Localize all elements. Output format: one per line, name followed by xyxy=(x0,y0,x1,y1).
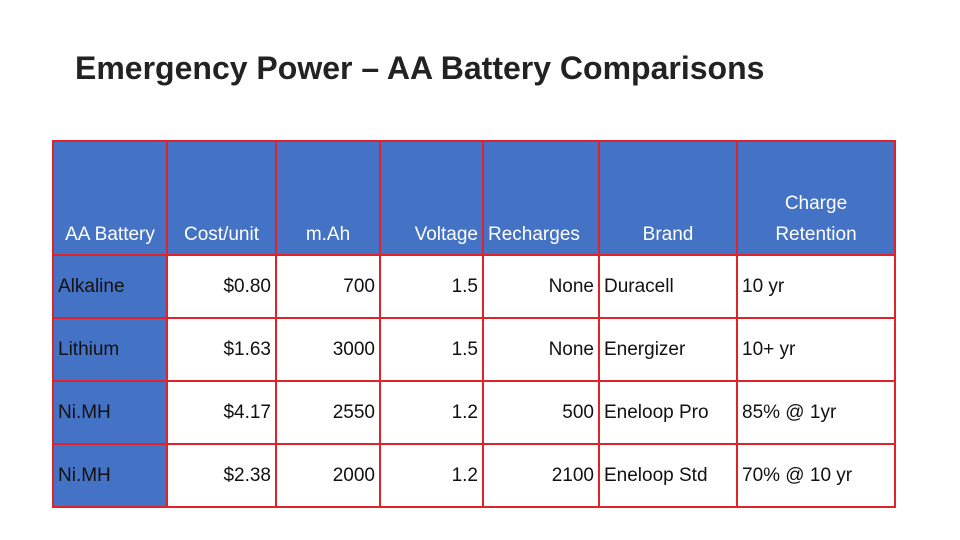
column-header-charge-retention: Charge Retention xyxy=(736,140,896,256)
column-header-mah: m.Ah xyxy=(275,140,381,256)
table-row: Ni.MH $4.17 2550 1.2 500 Eneloop Pro 85%… xyxy=(52,380,896,445)
cell-recharges: 500 xyxy=(482,380,600,445)
cell-recharges: None xyxy=(482,317,600,382)
cell-type: Ni.MH xyxy=(52,443,168,508)
cell-voltage: 1.5 xyxy=(379,254,484,319)
cell-mah: 700 xyxy=(275,254,381,319)
battery-comparison-table: AA Battery Cost/unit m.Ah Voltage Rechar… xyxy=(52,140,896,508)
cell-recharges: 2100 xyxy=(482,443,600,508)
cell-brand: Duracell xyxy=(598,254,738,319)
cell-type: Alkaline xyxy=(52,254,168,319)
cell-cost: $1.63 xyxy=(166,317,277,382)
cell-retention: 10+ yr xyxy=(736,317,896,382)
cell-brand: Eneloop Pro xyxy=(598,380,738,445)
header-row: AA Battery Cost/unit m.Ah Voltage Rechar… xyxy=(52,140,896,256)
cell-brand: Eneloop Std xyxy=(598,443,738,508)
cell-retention: 70% @ 10 yr xyxy=(736,443,896,508)
column-header-voltage: Voltage xyxy=(379,140,484,256)
cell-voltage: 1.2 xyxy=(379,443,484,508)
cell-cost: $4.17 xyxy=(166,380,277,445)
cell-type: Ni.MH xyxy=(52,380,168,445)
column-header-aa-battery: AA Battery xyxy=(52,140,168,256)
cell-mah: 2000 xyxy=(275,443,381,508)
column-header-cost: Cost/unit xyxy=(166,140,277,256)
cell-voltage: 1.5 xyxy=(379,317,484,382)
cell-brand: Energizer xyxy=(598,317,738,382)
cell-retention: 85% @ 1yr xyxy=(736,380,896,445)
column-header-recharges: Recharges xyxy=(482,140,600,256)
cell-voltage: 1.2 xyxy=(379,380,484,445)
cell-recharges: None xyxy=(482,254,600,319)
table-row: Lithium $1.63 3000 1.5 None Energizer 10… xyxy=(52,317,896,382)
cell-mah: 3000 xyxy=(275,317,381,382)
column-header-brand: Brand xyxy=(598,140,738,256)
cell-cost: $2.38 xyxy=(166,443,277,508)
cell-type: Lithium xyxy=(52,317,168,382)
cell-retention: 10 yr xyxy=(736,254,896,319)
cell-cost: $0.80 xyxy=(166,254,277,319)
cell-mah: 2550 xyxy=(275,380,381,445)
table-row: Alkaline $0.80 700 1.5 None Duracell 10 … xyxy=(52,254,896,319)
table-row: Ni.MH $2.38 2000 1.2 2100 Eneloop Std 70… xyxy=(52,443,896,508)
slide-title: Emergency Power – AA Battery Comparisons xyxy=(75,50,765,86)
